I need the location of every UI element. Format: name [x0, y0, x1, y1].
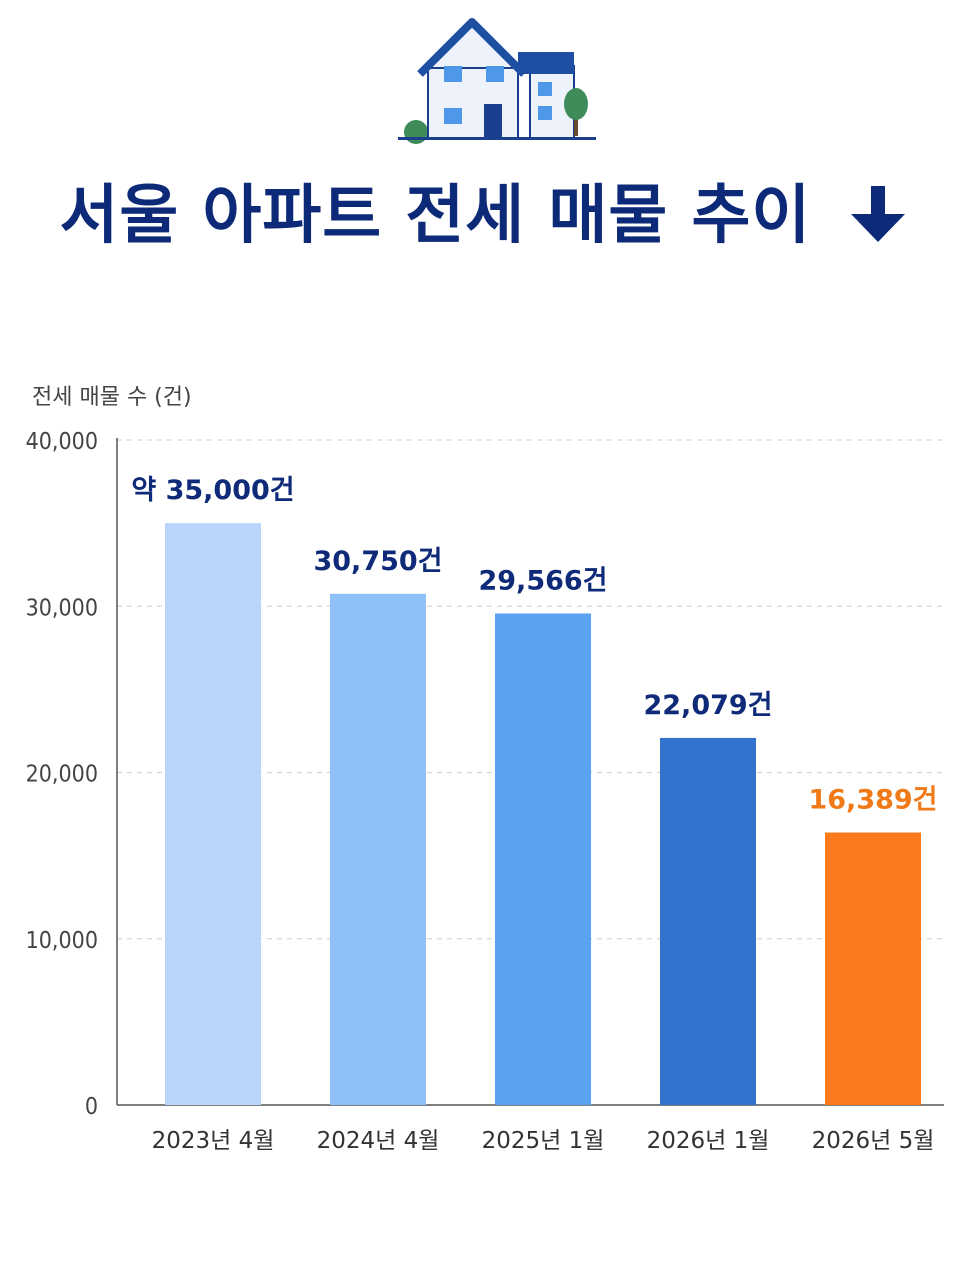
- data-label: 30,750건: [313, 546, 442, 577]
- bar: [495, 613, 591, 1105]
- data-label: 약 35,000건: [131, 475, 294, 506]
- y-tick-label: 0: [85, 1094, 98, 1120]
- x-tick-label: 2025년 1월: [482, 1128, 605, 1154]
- y-tick-label: 30,000: [26, 595, 98, 621]
- y-axis-label: 전세 매물 수 (건): [32, 385, 192, 410]
- data-label: 16,389건: [808, 785, 937, 816]
- house-icon: [398, 18, 596, 144]
- y-tick-label: 40,000: [26, 429, 98, 455]
- bar: [825, 832, 921, 1105]
- y-tick-label: 20,000: [26, 762, 98, 788]
- arrow-down-icon: [850, 186, 905, 243]
- x-tick-label: 2024년 4월: [317, 1128, 440, 1154]
- x-tick-label: 2026년 1월: [647, 1128, 770, 1154]
- page-title: 서울 아파트 전세 매물 추이: [0, 168, 966, 264]
- x-tick-label: 2026년 5월: [812, 1128, 935, 1154]
- data-label: 29,566건: [478, 565, 607, 596]
- data-label: 22,079건: [643, 690, 772, 721]
- title-text: 서울 아파트 전세 매물 추이: [59, 179, 812, 253]
- bar: [660, 737, 756, 1105]
- bar: [165, 523, 261, 1105]
- bar: [330, 593, 426, 1105]
- x-tick-label: 2023년 4월: [152, 1128, 275, 1154]
- y-tick-label: 10,000: [26, 928, 98, 954]
